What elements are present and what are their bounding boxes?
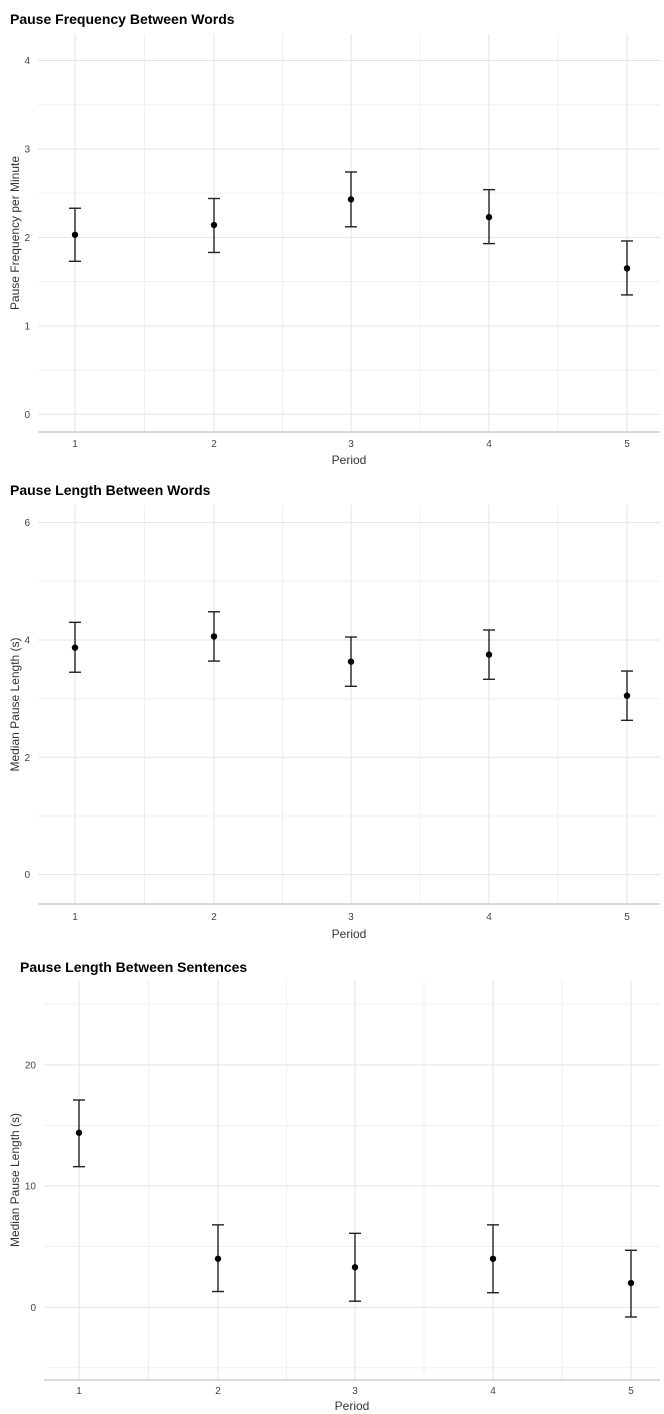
y-axis-title: Median Pause Length (s): [8, 1113, 22, 1247]
x-axis-title: Period: [332, 453, 367, 467]
data-point: [351, 1264, 359, 1271]
chart-title: Pause Length Between Words: [10, 482, 211, 498]
x-tick-label: 4: [486, 439, 492, 450]
y-tick-label: 2: [24, 753, 30, 764]
data-point: [347, 196, 355, 203]
data-point: [347, 658, 355, 665]
x-tick-label: 4: [486, 912, 492, 923]
x-tick-label: 5: [624, 912, 630, 923]
x-tick-label: 5: [628, 1386, 634, 1397]
data-point: [623, 265, 631, 272]
y-tick-label: 1: [24, 321, 30, 332]
y-tick-label: 4: [24, 56, 30, 67]
x-tick-label: 3: [348, 439, 354, 450]
y-tick-label: 20: [25, 1060, 37, 1071]
data-point: [489, 1255, 497, 1262]
data-point: [623, 692, 631, 699]
x-tick-label: 2: [211, 439, 217, 450]
y-tick-label: 10: [25, 1182, 37, 1193]
y-tick-label: 0: [24, 410, 30, 421]
x-tick-label: 3: [348, 912, 354, 923]
x-tick-label: 1: [76, 1386, 82, 1397]
y-tick-label: 2: [24, 233, 30, 244]
data-point: [210, 221, 218, 229]
y-tick-label: 3: [24, 144, 30, 155]
data-point: [210, 633, 218, 640]
data-point: [214, 1255, 222, 1262]
y-axis-title: Median Pause Length (s): [8, 637, 22, 771]
x-tick-label: 5: [624, 439, 630, 450]
x-tick-label: 1: [72, 439, 78, 450]
x-tick-label: 3: [352, 1386, 358, 1397]
chart-title: Pause Length Between Sentences: [20, 959, 247, 975]
y-axis-title: Pause Frequency per Minute: [8, 156, 22, 310]
x-axis-title: Period: [335, 1399, 370, 1413]
x-axis-title: Period: [332, 927, 367, 941]
data-point: [71, 231, 79, 238]
data-point: [485, 651, 493, 658]
x-tick-label: 2: [215, 1386, 221, 1397]
chart-title: Pause Frequency Between Words: [10, 11, 235, 27]
y-tick-label: 0: [24, 870, 30, 881]
x-tick-label: 1: [72, 912, 78, 923]
y-tick-label: 4: [24, 635, 30, 646]
data-point: [627, 1279, 635, 1287]
x-tick-label: 4: [490, 1386, 496, 1397]
data-point: [71, 644, 79, 651]
y-tick-label: 6: [24, 518, 30, 529]
y-tick-label: 0: [30, 1303, 36, 1314]
x-tick-label: 2: [211, 912, 217, 923]
data-point: [485, 213, 493, 221]
data-point: [75, 1129, 83, 1136]
